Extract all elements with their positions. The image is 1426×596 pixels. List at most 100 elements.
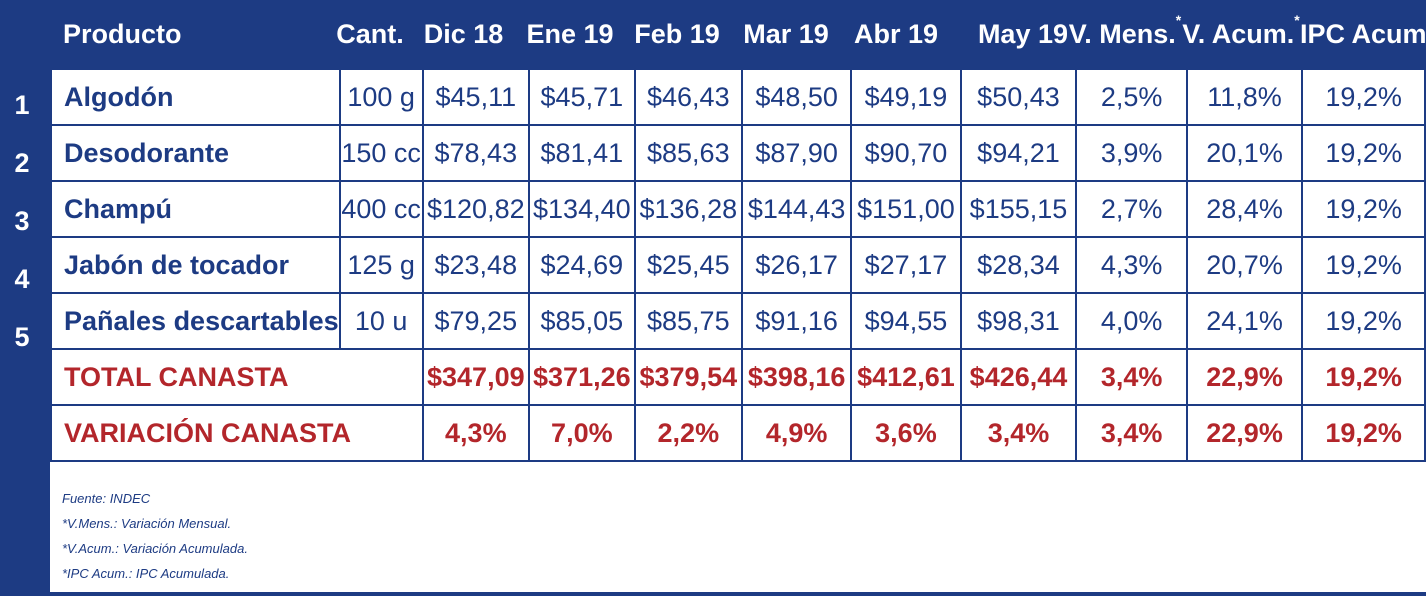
product-name: Algodón: [50, 68, 341, 126]
price-cell: $50,43: [959, 68, 1078, 126]
total-price-cell: $426,44: [959, 348, 1078, 406]
variacion-cell: 4,9%: [741, 404, 853, 462]
header-v-acum-label: V. Acum.: [1182, 19, 1295, 49]
price-cell: $49,19: [850, 68, 962, 126]
total-price-cell: $398,16: [741, 348, 853, 406]
footnote-ipc-acum: *IPC Acum.: IPC Acumulada.: [62, 566, 230, 581]
v-acum-cell: 11,8%: [1185, 68, 1304, 126]
variacion-v-mens-cell: 3,4%: [1075, 404, 1188, 462]
total-price-cell: $412,61: [850, 348, 962, 406]
v-mens-cell: 4,3%: [1075, 236, 1188, 294]
quantity-cell: 10 u: [338, 292, 424, 350]
price-cell: $98,31: [959, 292, 1078, 350]
row-number: 2: [14, 148, 30, 178]
variacion-row: VARIACIÓN CANASTA 4,3% 7,0% 2,2% 4,9% 3,…: [50, 404, 1426, 462]
row-number: 5: [14, 322, 30, 352]
price-cell: $25,45: [633, 236, 744, 294]
price-table: Algodón 100 g $45,11 $45,71 $46,43 $48,5…: [50, 68, 1426, 462]
total-price-cell: $371,26: [528, 348, 636, 406]
header-ipc-acum: IPC Acum.*: [1300, 0, 1426, 68]
product-name: Pañales descartables: [50, 292, 341, 350]
price-cell: $27,17: [850, 236, 962, 294]
total-price-cell: $347,09: [421, 348, 531, 406]
product-name: Jabón de tocador: [50, 236, 341, 294]
total-v-mens-cell: 3,4%: [1075, 348, 1188, 406]
footnote-v-acum: *V.Acum.: Variación Acumulada.: [62, 541, 248, 556]
asterisk: *: [1294, 12, 1300, 28]
header-producto: Producto: [63, 19, 182, 49]
price-cell: $85,05: [528, 292, 636, 350]
variacion-cell: 7,0%: [528, 404, 636, 462]
price-cell: $94,21: [959, 124, 1078, 182]
v-acum-cell: 20,1%: [1185, 124, 1304, 182]
total-label: TOTAL CANASTA: [50, 348, 424, 406]
table-row: Champú 400 cc $120,82 $134,40 $136,28 $1…: [50, 180, 1426, 238]
total-v-acum-cell: 22,9%: [1185, 348, 1304, 406]
variacion-cell: 3,4%: [959, 404, 1078, 462]
variacion-cell: 4,3%: [421, 404, 531, 462]
variacion-cell: 3,6%: [850, 404, 962, 462]
product-name: Desodorante: [50, 124, 341, 182]
total-ipc-acum-cell: 19,2%: [1301, 348, 1426, 406]
ipc-acum-cell: 19,2%: [1301, 124, 1426, 182]
price-cell: $144,43: [741, 180, 853, 238]
header-month: Abr 19: [853, 19, 939, 49]
footnote-source: Fuente: INDEC: [62, 491, 151, 506]
price-cell: $120,82: [421, 180, 531, 238]
price-cell: $91,16: [741, 292, 853, 350]
price-cell: $90,70: [850, 124, 962, 182]
ipc-acum-cell: 19,2%: [1301, 292, 1426, 350]
header-cant: Cant.: [336, 19, 404, 49]
header-v-mens-label: V. Mens.: [1068, 19, 1176, 49]
total-row: TOTAL CANASTA $347,09 $371,26 $379,54 $3…: [50, 348, 1426, 406]
price-cell: $48,50: [741, 68, 853, 126]
header-v-mens: V. Mens.*: [1068, 0, 1182, 68]
variacion-v-acum-cell: 22,9%: [1185, 404, 1304, 462]
variacion-cell: 2,2%: [633, 404, 744, 462]
quantity-cell: 150 cc: [338, 124, 424, 182]
total-price-cell: $379,54: [633, 348, 744, 406]
price-cell: $46,43: [633, 68, 744, 126]
variacion-label: VARIACIÓN CANASTA: [50, 404, 424, 462]
price-cell: $45,71: [528, 68, 636, 126]
price-cell: $24,69: [528, 236, 636, 294]
asterisk: *: [1175, 12, 1182, 28]
price-cell: $151,00: [850, 180, 962, 238]
footnotes: Fuente: INDEC *V.Mens.: Variación Mensua…: [62, 486, 248, 586]
row-number: 3: [14, 206, 30, 236]
header-v-acum: V. Acum.*: [1182, 0, 1300, 68]
v-mens-cell: 2,7%: [1075, 180, 1188, 238]
price-cell: $78,43: [421, 124, 531, 182]
header-month: May 19: [977, 19, 1068, 49]
quantity-cell: 125 g: [338, 236, 424, 294]
row-number: 1: [14, 90, 30, 120]
ipc-acum-cell: 19,2%: [1301, 236, 1426, 294]
price-cell: $45,11: [421, 68, 531, 126]
product-name: Champú: [50, 180, 341, 238]
header-ipc-acum-label: IPC Acum.: [1300, 19, 1426, 49]
v-acum-cell: 28,4%: [1185, 180, 1304, 238]
table-row: Pañales descartables 10 u $79,25 $85,05 …: [50, 292, 1426, 350]
price-cell: $26,17: [741, 236, 853, 294]
price-cell: $155,15: [959, 180, 1078, 238]
table-row: Desodorante 150 cc $78,43 $81,41 $85,63 …: [50, 124, 1426, 182]
ipc-acum-cell: 19,2%: [1301, 180, 1426, 238]
v-mens-cell: 2,5%: [1075, 68, 1188, 126]
price-cell: $23,48: [421, 236, 531, 294]
price-cell: $79,25: [421, 292, 531, 350]
variacion-ipc-acum-cell: 19,2%: [1301, 404, 1426, 462]
header-month: Mar 19: [743, 19, 829, 49]
ipc-acum-cell: 19,2%: [1301, 68, 1426, 126]
table-row: Algodón 100 g $45,11 $45,71 $46,43 $48,5…: [50, 68, 1426, 126]
v-acum-cell: 24,1%: [1185, 292, 1304, 350]
v-mens-cell: 3,9%: [1075, 124, 1188, 182]
price-cell: $94,55: [850, 292, 962, 350]
price-cell: $136,28: [633, 180, 744, 238]
row-number: 4: [14, 264, 30, 294]
price-cell: $134,40: [528, 180, 636, 238]
v-acum-cell: 20,7%: [1185, 236, 1304, 294]
header-month: Dic 18: [423, 19, 504, 49]
price-cell: $85,75: [633, 292, 744, 350]
footnote-v-mens: *V.Mens.: Variación Mensual.: [62, 516, 232, 531]
price-cell: $28,34: [959, 236, 1078, 294]
